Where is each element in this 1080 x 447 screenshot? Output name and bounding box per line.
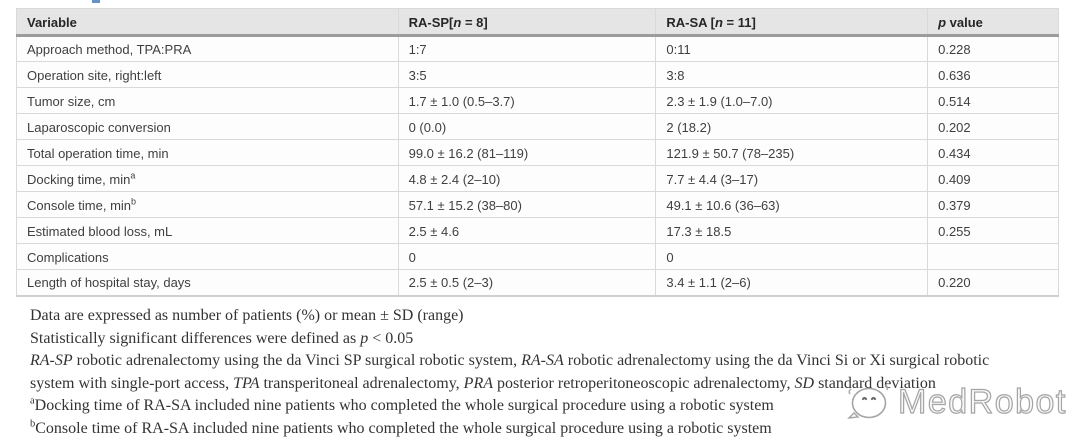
table-row: Operation site, right:left 3:5 3:8 0.636 xyxy=(16,61,1059,88)
cell-rasp: 2.5 ± 4.6 xyxy=(397,217,657,244)
cell-p-value: 0.514 xyxy=(927,87,1059,114)
cell-p-value: 0.255 xyxy=(927,217,1059,244)
comparison-table: Variable RA-SP[n = 8] RA-SA [n = 11] p v… xyxy=(16,8,1059,297)
cell-p-value: 0.434 xyxy=(927,139,1059,166)
table-header: Variable RA-SP[n = 8] RA-SA [n = 11] p v… xyxy=(16,8,1059,37)
footnote-console-time: bConsole time of RA-SA included nine pat… xyxy=(30,418,772,437)
cell-variable: Console time, minb xyxy=(16,191,399,218)
cell-variable: Tumor size, cm xyxy=(16,87,399,114)
cell-variable: Complications xyxy=(16,243,399,270)
cell-rasp: 0 (0.0) xyxy=(397,113,657,140)
cell-rasp: 1:7 xyxy=(397,35,657,62)
cell-rasp: 2.5 ± 0.5 (2–3) xyxy=(397,269,657,296)
cell-p-value: 0.636 xyxy=(927,61,1059,88)
cell-p-value: 0.409 xyxy=(927,165,1059,192)
table-body: Approach method, TPA:PRA 1:7 0:11 0.228 … xyxy=(16,35,1059,296)
cell-rasa: 0:11 xyxy=(655,35,929,62)
table-row: Console time, minb 57.1 ± 15.2 (38–80) 4… xyxy=(16,191,1059,218)
table-row: Complications 0 0 xyxy=(16,243,1059,270)
cell-rasp: 99.0 ± 16.2 (81–119) xyxy=(397,139,657,166)
cell-rasp: 4.8 ± 2.4 (2–10) xyxy=(397,165,657,192)
footnote-abbreviations: RA-SP robotic adrenalectomy using the da… xyxy=(30,352,990,392)
header-rasp: RA-SP[n = 8] xyxy=(397,8,657,37)
table-header-row: Variable RA-SP[n = 8] RA-SA [n = 11] p v… xyxy=(16,8,1059,37)
cell-rasa: 0 xyxy=(655,243,929,270)
comparison-table-container: Variable RA-SP[n = 8] RA-SA [n = 11] p v… xyxy=(16,8,1059,297)
cell-rasa: 3.4 ± 1.1 (2–6) xyxy=(655,269,929,296)
cell-rasp: 57.1 ± 15.2 (38–80) xyxy=(397,191,657,218)
cell-rasa: 121.9 ± 50.7 (78–235) xyxy=(655,139,929,166)
footnote-significance: Statistically significant differences we… xyxy=(30,329,414,347)
table-row: Length of hospital stay, days 2.5 ± 0.5 … xyxy=(16,269,1059,296)
cell-rasa: 3:8 xyxy=(655,61,929,88)
header-p-value: p value xyxy=(927,8,1059,37)
table-footnotes: Data are expressed as number of patients… xyxy=(30,305,1028,441)
cell-variable: Approach method, TPA:PRA xyxy=(16,35,399,62)
cell-rasa: 2.3 ± 1.9 (1.0–7.0) xyxy=(655,87,929,114)
header-rasa: RA-SA [n = 11] xyxy=(655,8,929,37)
table-row: Estimated blood loss, mL 2.5 ± 4.6 17.3 … xyxy=(16,217,1059,244)
cell-variable: Operation site, right:left xyxy=(16,61,399,88)
footnote-data-expression: Data are expressed as number of patients… xyxy=(30,307,464,324)
cell-variable: Length of hospital stay, days xyxy=(16,269,399,296)
cell-p-value xyxy=(927,243,1059,270)
header-variable: Variable xyxy=(16,8,399,37)
cell-variable: Total operation time, min xyxy=(16,139,399,166)
cell-p-value: 0.220 xyxy=(927,269,1059,296)
cell-rasa: 49.1 ± 10.6 (36–63) xyxy=(655,191,929,218)
cell-variable: Laparoscopic conversion xyxy=(16,113,399,140)
table-row: Total operation time, min 99.0 ± 16.2 (8… xyxy=(16,139,1059,166)
cell-rasa: 17.3 ± 18.5 xyxy=(655,217,929,244)
cropped-caption-fragment xyxy=(92,0,100,3)
cell-rasa: 2 (18.2) xyxy=(655,113,929,140)
table-row: Approach method, TPA:PRA 1:7 0:11 0.228 xyxy=(16,35,1059,62)
cell-rasp: 1.7 ± 1.0 (0.5–3.7) xyxy=(397,87,657,114)
footnote-docking-time: aDocking time of RA-SA included nine pat… xyxy=(30,396,774,415)
cell-p-value: 0.228 xyxy=(927,35,1059,62)
table-row: Laparoscopic conversion 0 (0.0) 2 (18.2)… xyxy=(16,113,1059,140)
table-row: Tumor size, cm 1.7 ± 1.0 (0.5–3.7) 2.3 ±… xyxy=(16,87,1059,114)
cell-p-value: 0.379 xyxy=(927,191,1059,218)
cell-variable: Estimated blood loss, mL xyxy=(16,217,399,244)
cell-p-value: 0.202 xyxy=(927,113,1059,140)
cell-variable: Docking time, mina xyxy=(16,165,399,192)
table-row: Docking time, mina 4.8 ± 2.4 (2–10) 7.7 … xyxy=(16,165,1059,192)
cell-rasp: 0 xyxy=(397,243,657,270)
cell-rasp: 3:5 xyxy=(397,61,657,88)
cell-rasa: 7.7 ± 4.4 (3–17) xyxy=(655,165,929,192)
